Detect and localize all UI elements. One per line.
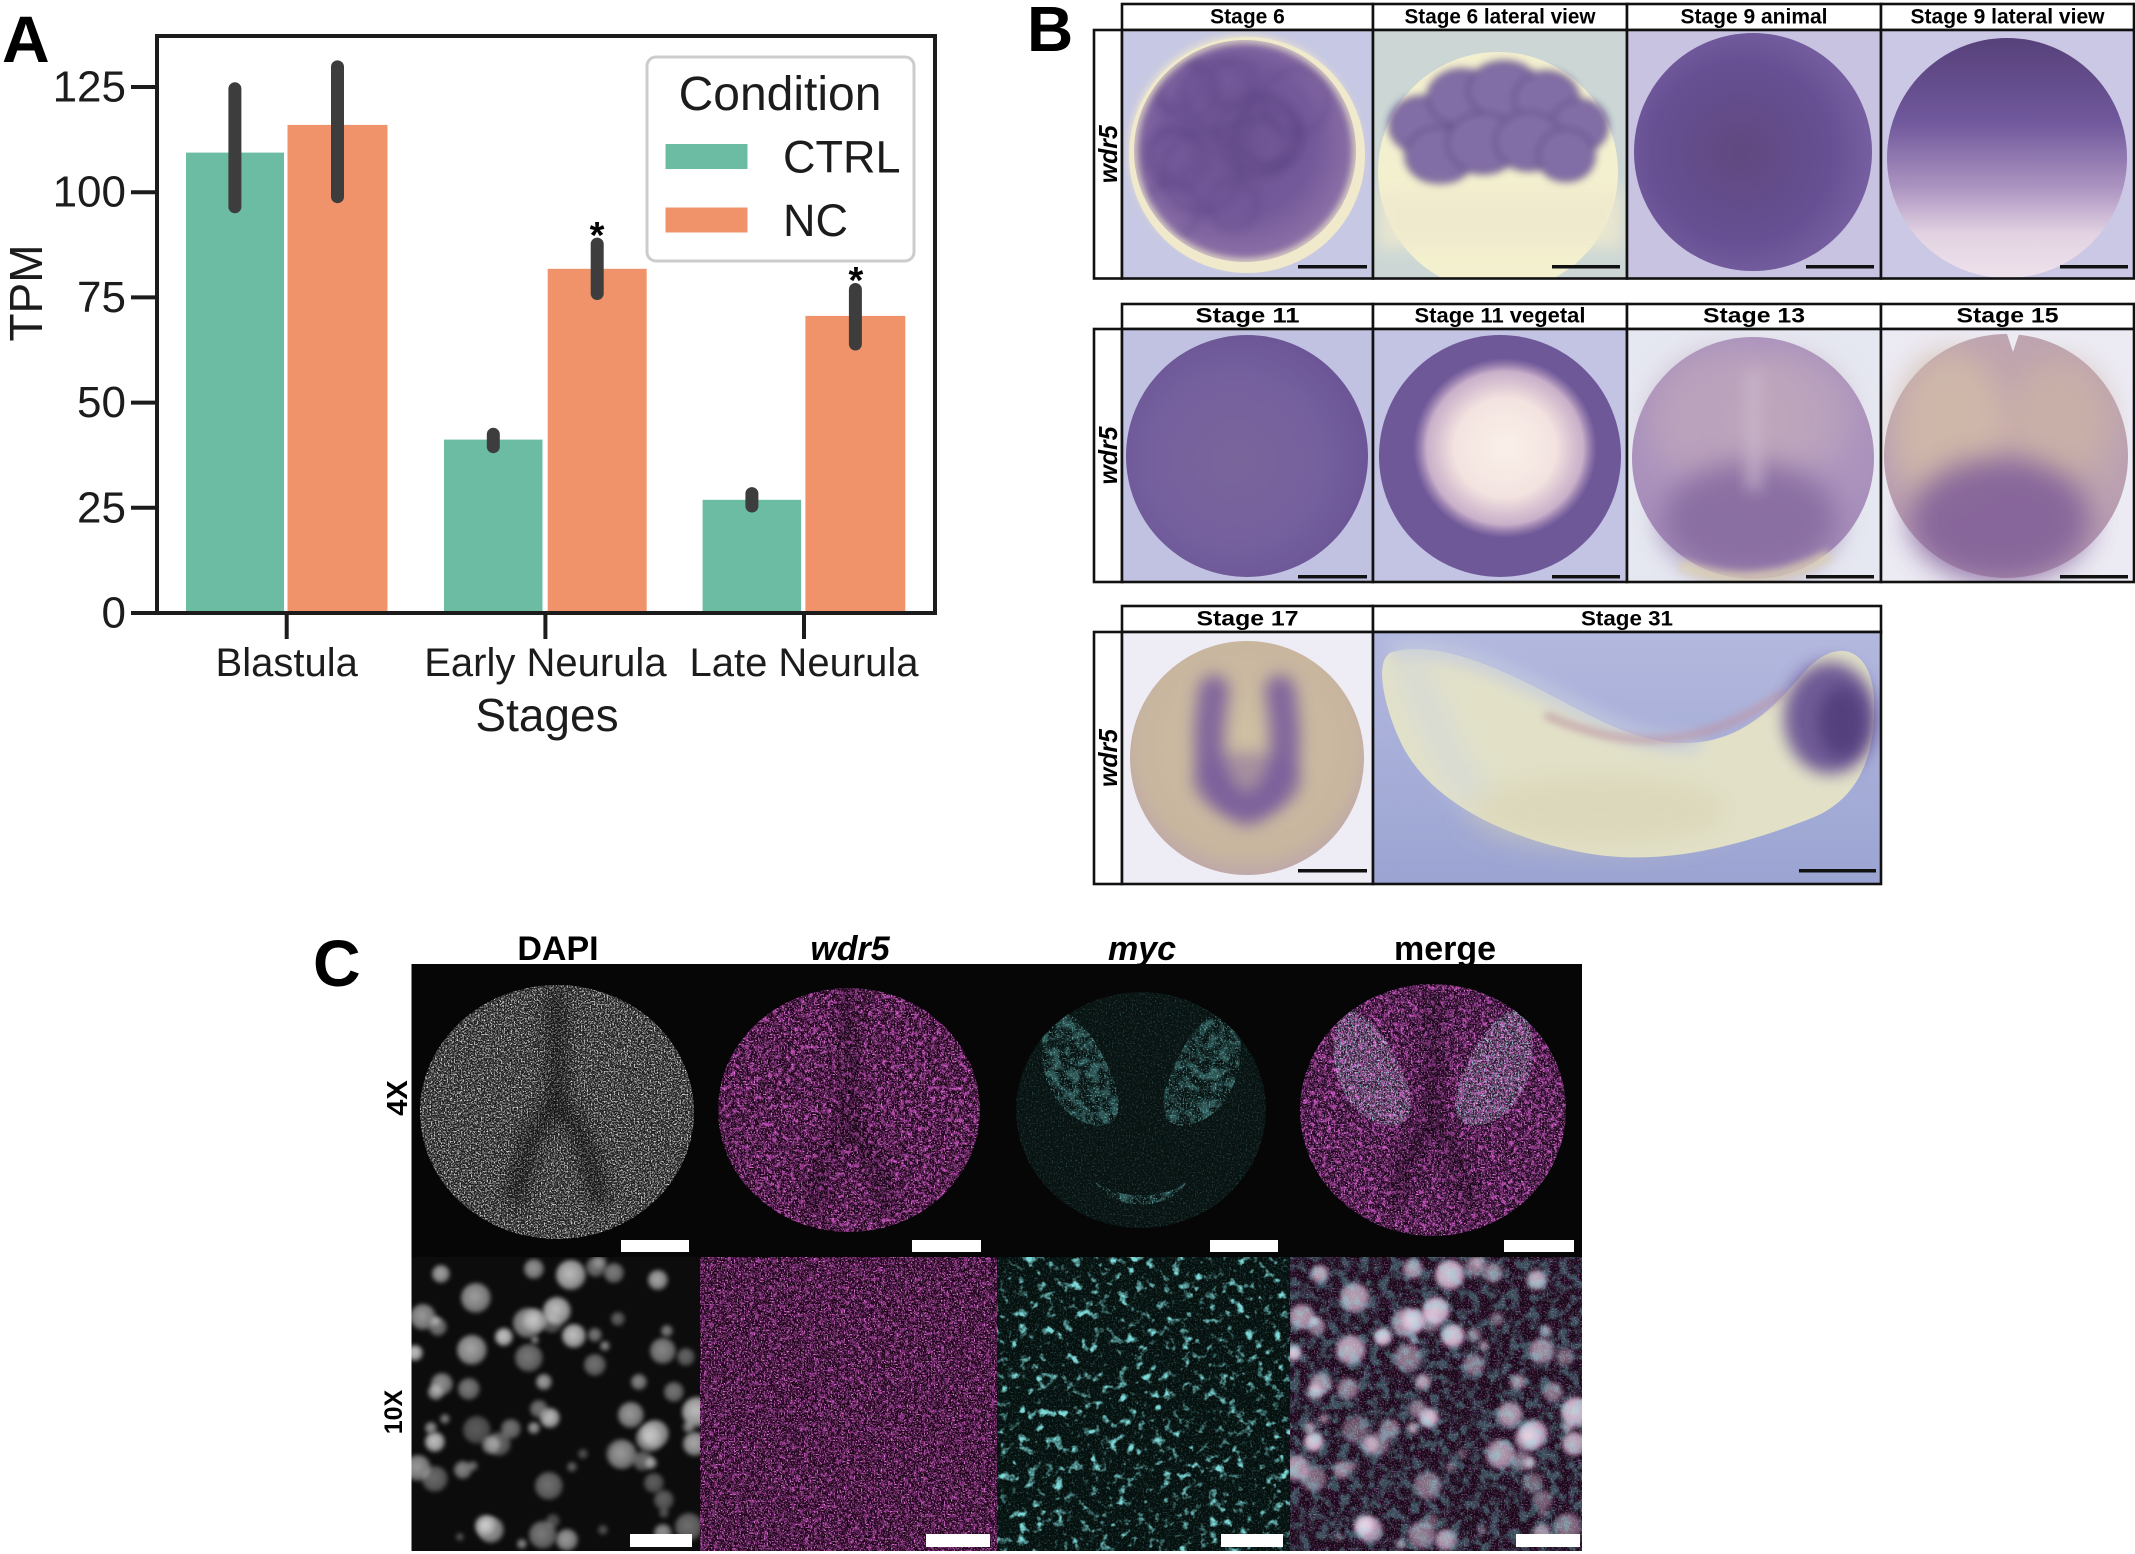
svg-text:10X: 10X — [380, 1389, 408, 1434]
svg-text:*: * — [590, 215, 605, 257]
svg-text:Stage 15: Stage 15 — [1957, 305, 2059, 328]
svg-text:Condition: Condition — [679, 68, 882, 121]
svg-text:C: C — [313, 926, 361, 1000]
svg-text:4X: 4X — [382, 1080, 414, 1116]
svg-text:CTRL: CTRL — [783, 132, 901, 183]
svg-text:A: A — [2, 2, 50, 76]
svg-text:TPM: TPM — [0, 244, 52, 341]
svg-text:Stage 6 lateral view: Stage 6 lateral view — [1405, 6, 1597, 29]
svg-text:Stage 31: Stage 31 — [1581, 608, 1673, 631]
svg-text:Stage 13: Stage 13 — [1703, 305, 1805, 328]
svg-text:Stage 9 lateral view: Stage 9 lateral view — [1911, 6, 2106, 29]
svg-text:wdr5: wdr5 — [810, 930, 890, 968]
svg-text:DAPI: DAPI — [517, 930, 598, 968]
svg-text:NC: NC — [783, 195, 848, 246]
svg-text:*: * — [849, 260, 864, 302]
svg-text:Stages: Stages — [475, 689, 618, 741]
svg-text:wdr5: wdr5 — [1093, 125, 1123, 184]
svg-text:Stage 11 vegetal: Stage 11 vegetal — [1415, 305, 1586, 328]
svg-text:75: 75 — [77, 273, 126, 322]
svg-text:myc: myc — [1108, 930, 1176, 968]
svg-text:0: 0 — [102, 589, 126, 638]
svg-text:Early Neurula: Early Neurula — [424, 641, 667, 685]
svg-text:B: B — [1027, 0, 1073, 65]
svg-text:wdr5: wdr5 — [1093, 728, 1123, 787]
svg-text:wdr5: wdr5 — [1093, 426, 1123, 485]
svg-text:Stage 17: Stage 17 — [1197, 608, 1299, 631]
svg-text:Stage 9 animal: Stage 9 animal — [1681, 6, 1828, 29]
svg-text:100: 100 — [53, 168, 126, 217]
svg-text:50: 50 — [77, 378, 126, 427]
svg-text:Late Neurula: Late Neurula — [689, 641, 919, 685]
svg-text:25: 25 — [77, 483, 126, 532]
svg-text:merge: merge — [1394, 930, 1496, 968]
svg-text:Blastula: Blastula — [216, 641, 359, 685]
svg-text:Stage 6: Stage 6 — [1210, 6, 1285, 29]
svg-text:125: 125 — [53, 63, 126, 112]
svg-text:Stage 11: Stage 11 — [1196, 305, 1300, 328]
